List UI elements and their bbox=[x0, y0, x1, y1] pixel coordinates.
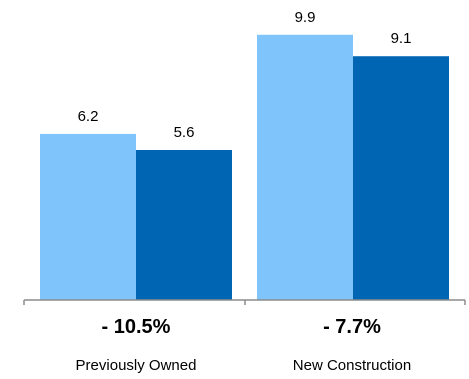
bar-new-construction-series-1 bbox=[257, 34, 353, 300]
change-label-new-construction: - 7.7% bbox=[323, 316, 381, 338]
change-label-previously-owned: - 10.5% bbox=[101, 316, 171, 338]
value-label-previously-owned-series-1: 6.2 bbox=[78, 108, 99, 125]
category-label-new-construction: New Construction bbox=[292, 357, 412, 374]
value-label-new-construction-series-2: 9.1 bbox=[391, 30, 412, 47]
bar-new-construction-series-2 bbox=[353, 56, 449, 300]
bar-previously-owned-series-2 bbox=[136, 149, 232, 300]
category-label-previously-owned: Previously Owned bbox=[75, 357, 197, 374]
value-label-new-construction-series-1: 9.9 bbox=[295, 9, 316, 26]
value-label-previously-owned-series-2: 5.6 bbox=[174, 124, 195, 141]
bar-previously-owned-series-1 bbox=[40, 133, 136, 300]
